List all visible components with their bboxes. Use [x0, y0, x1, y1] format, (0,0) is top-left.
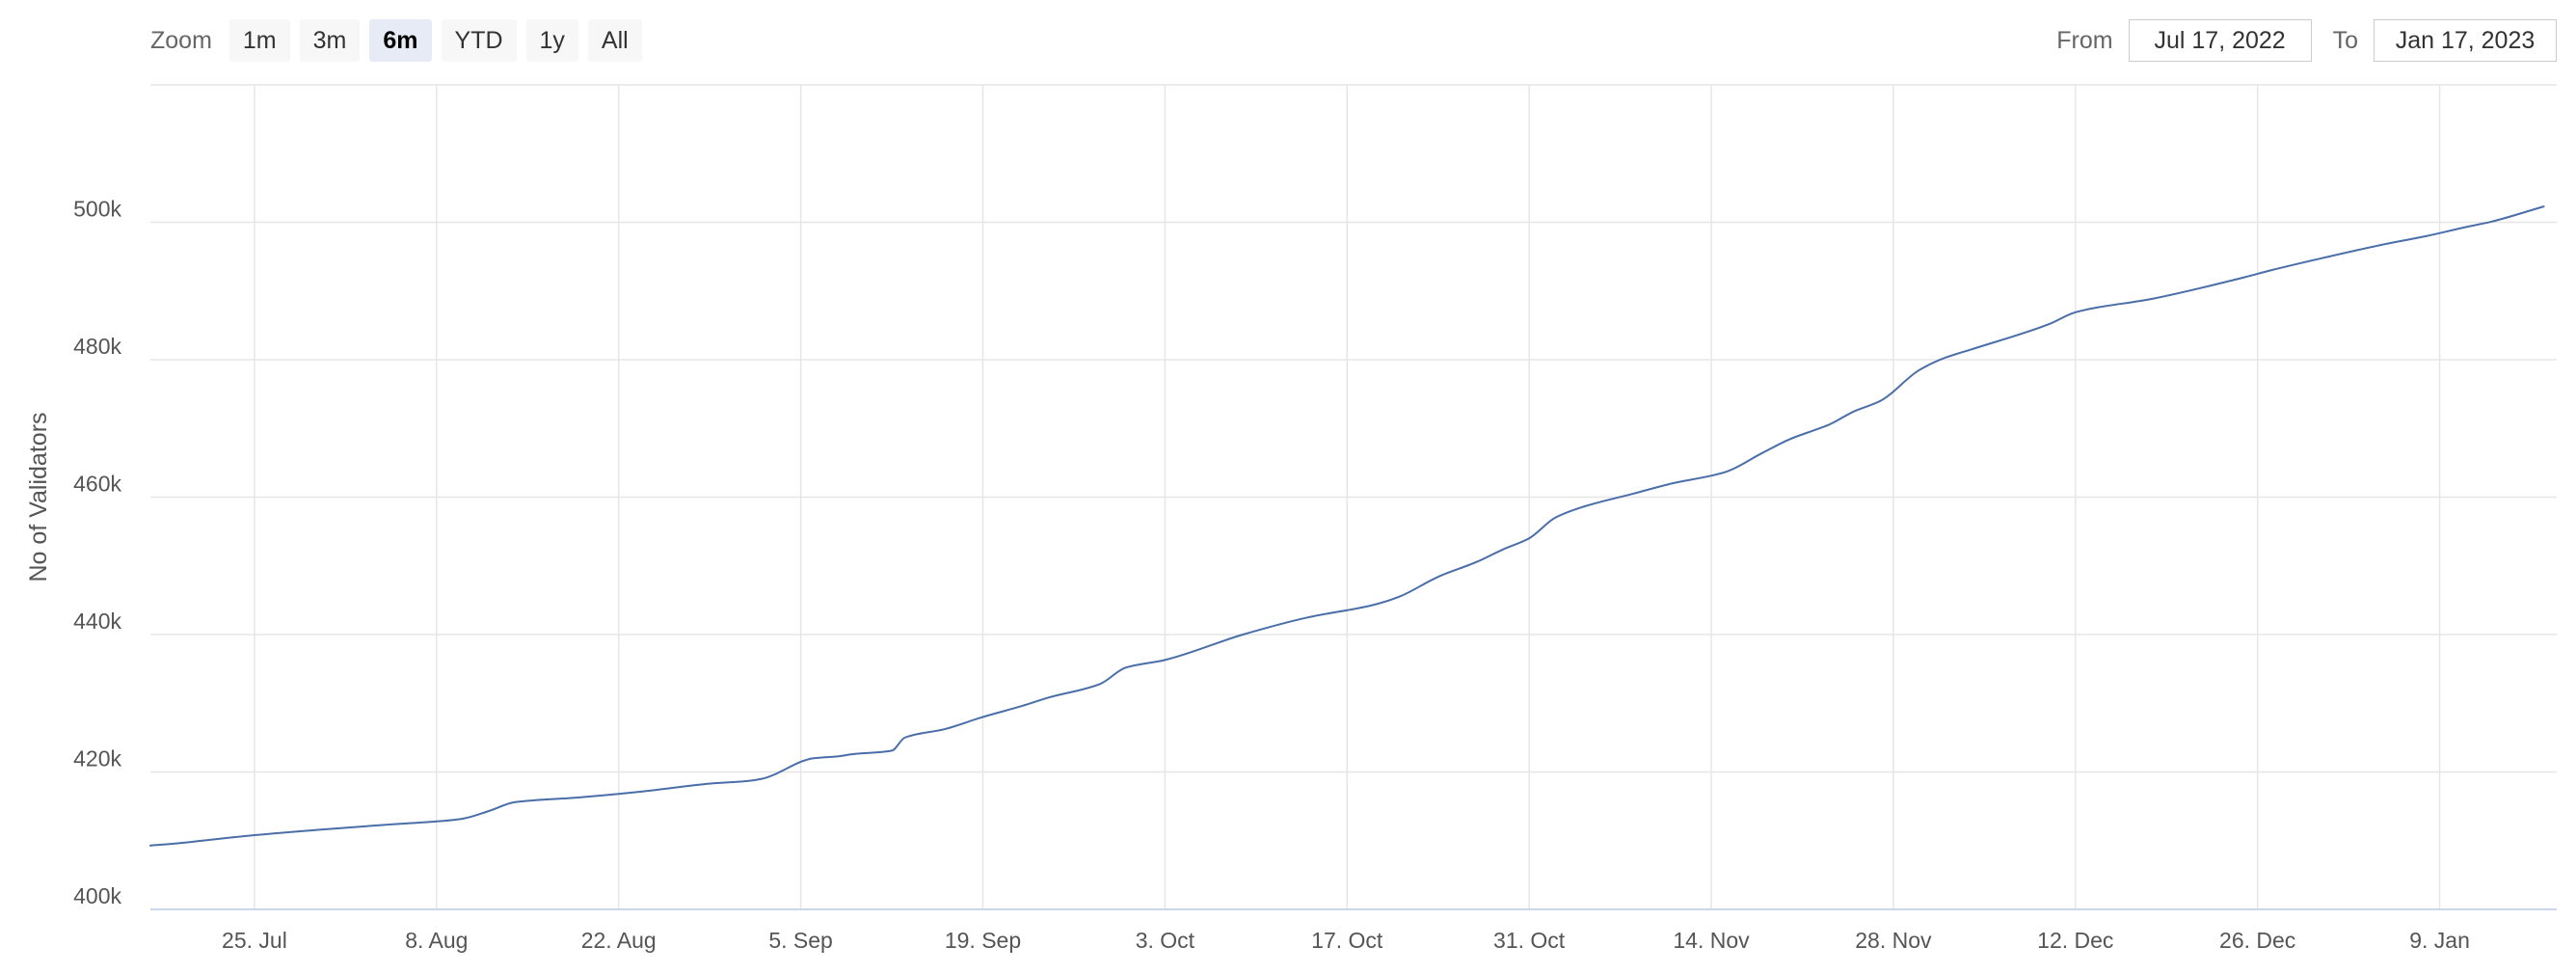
grid — [150, 84, 2557, 909]
x-tick-label: 19. Sep — [945, 928, 1021, 953]
x-tick-label: 26. Dec — [2219, 928, 2295, 953]
x-tick-label: 14. Nov — [1673, 928, 1750, 953]
zoom-3m-button[interactable]: 3m — [299, 19, 361, 62]
y-tick-label: 480k — [73, 334, 121, 359]
to-label: To — [2332, 26, 2358, 54]
x-tick-label: 17. Oct — [1311, 928, 1383, 953]
y-tick-label: 500k — [73, 197, 121, 222]
x-tick-label: 9. Jan — [2409, 928, 2470, 953]
x-tick-label: 5. Sep — [768, 928, 833, 953]
zoom-ytd-button[interactable]: YTD — [441, 19, 517, 62]
date-range: From Jul 17, 2022 To Jan 17, 2023 — [2056, 19, 2557, 62]
y-tick-label: 440k — [73, 609, 121, 634]
zoom-1m-button[interactable]: 1m — [228, 19, 290, 62]
x-axis-ticks: 25. Jul 8. Aug 22. Aug 5. Sep 19. Sep 3. Oct 1… — [222, 928, 2470, 953]
x-tick-label: 25. Jul — [222, 928, 287, 953]
series-line-validators[interactable] — [149, 205, 2545, 847]
x-tick-label: 28. Nov — [1855, 928, 1932, 953]
y-tick-label: 460k — [73, 472, 121, 497]
x-tick-label: 31. Oct — [1493, 928, 1566, 953]
zoom-label: Zoom — [150, 26, 212, 54]
x-tick-label: 12. Dec — [2037, 928, 2113, 953]
zoom-1y-button[interactable]: 1y — [525, 19, 578, 62]
to-date-input[interactable]: Jan 17, 2023 — [2374, 19, 2557, 62]
from-date-input[interactable]: Jul 17, 2022 — [2128, 19, 2312, 62]
zoom-all-button[interactable]: All — [587, 19, 642, 62]
y-axis-title: No of Validators — [25, 412, 52, 582]
x-tick-label: 3. Oct — [1136, 928, 1195, 953]
range-selector: Zoom 1m 3m 6m YTD 1y All — [150, 19, 642, 62]
x-tick-label: 22. Aug — [581, 928, 657, 953]
zoom-6m-button[interactable]: 6m — [369, 19, 432, 62]
x-tick-label: 8. Aug — [405, 928, 468, 953]
from-label: From — [2056, 26, 2113, 54]
y-tick-label: 420k — [73, 746, 121, 771]
y-tick-label: 400k — [73, 883, 121, 908]
y-axis-ticks: 400k 420k 440k 460k 480k 500k — [73, 197, 121, 909]
